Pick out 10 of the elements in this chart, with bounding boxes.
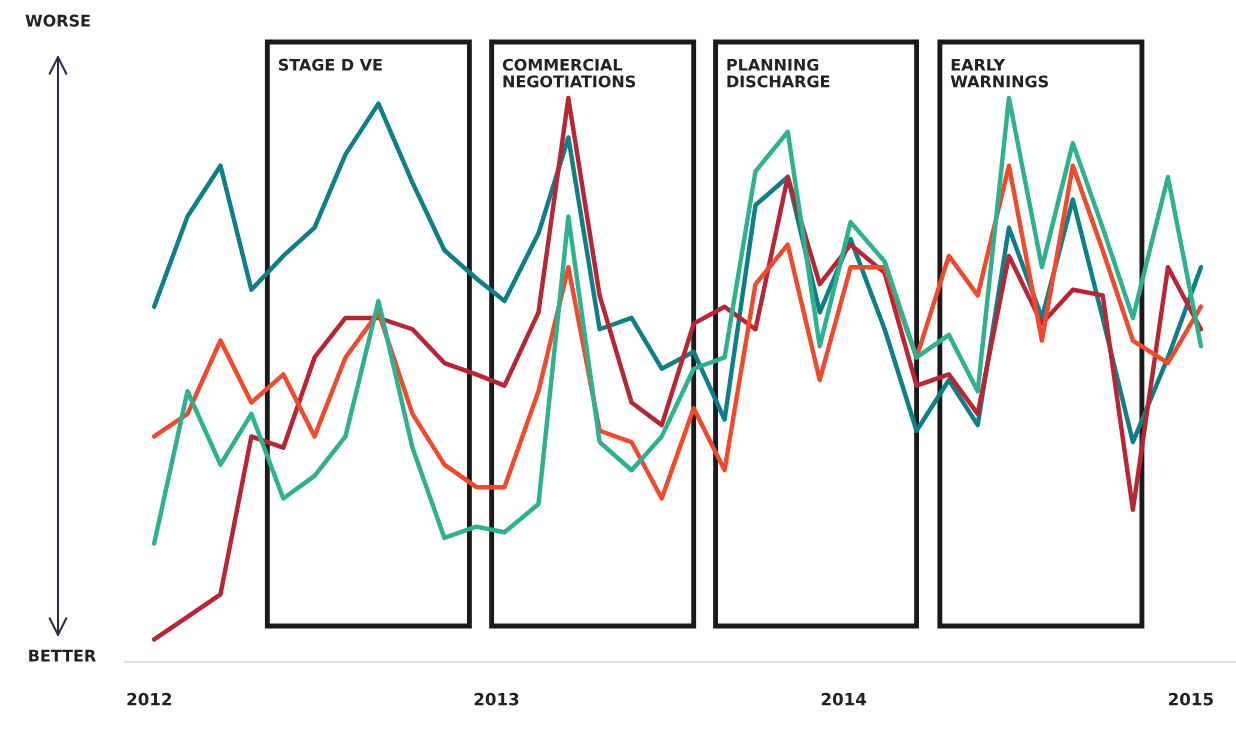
band-label: EARLY WARNINGS [950,58,1048,88]
x-tick-label: 2013 [474,692,519,706]
band-label: PLANNING DISCHARGE [727,58,830,88]
x-tick-label: 2015 [1168,692,1213,706]
text: BETTER [29,649,96,662]
x-tick-label: 2012 [127,692,172,706]
text: WORSE [25,14,90,27]
x-tick-label: 2014 [821,692,867,706]
band-label: COMMERCIAL NEGOTIATIONS [502,58,636,88]
band-label: STAGE D VE [278,58,382,71]
